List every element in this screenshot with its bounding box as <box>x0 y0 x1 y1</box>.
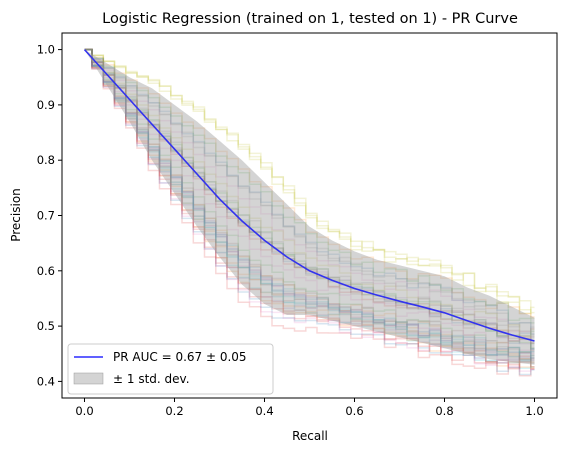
y-axis-label: Precision <box>9 188 23 242</box>
fold-curve <box>84 48 535 364</box>
fold-curve <box>84 48 535 364</box>
fold-curve <box>84 48 535 356</box>
fold-curve <box>84 48 535 368</box>
y-tick-label: 0.9 <box>37 98 55 112</box>
x-tick-label: 0.8 <box>435 404 453 418</box>
fold-curve <box>84 48 535 363</box>
fold-curve <box>84 48 535 333</box>
y-tick-label: 0.8 <box>37 153 55 167</box>
x-axis: 0.0 0.2 0.4 0.6 0.8 1.0 <box>75 398 544 418</box>
fold-curve <box>84 48 535 370</box>
fold-curve <box>84 48 535 368</box>
x-axis-label: Recall <box>292 429 328 443</box>
x-tick-label: 0.6 <box>345 404 363 418</box>
fold-curve <box>84 48 535 365</box>
legend-frame <box>67 343 274 395</box>
fold-curve <box>84 48 535 370</box>
fold-curve <box>84 48 535 332</box>
y-tick-label: 0.5 <box>37 319 55 333</box>
fold-curve <box>84 48 535 340</box>
mean-pr-curve <box>83 49 535 342</box>
fold-curve <box>84 48 535 336</box>
fold-curve <box>84 48 535 355</box>
fold-curve <box>84 48 535 319</box>
fold-curve <box>84 48 535 338</box>
x-tick-label: 0.4 <box>255 404 273 418</box>
fold-curve <box>84 48 535 369</box>
fold-curve <box>84 48 535 376</box>
fold-curve <box>84 48 535 377</box>
x-tick-label: 1.0 <box>525 404 543 418</box>
fold-curve <box>84 48 535 372</box>
x-tick-label: 0.2 <box>165 404 183 418</box>
legend: PR AUC = 0.67 ± 0.05 ± 1 std. dev. <box>67 343 274 395</box>
y-tick-label: 0.6 <box>37 264 55 278</box>
fold-curve <box>84 48 535 345</box>
fold-curve <box>84 48 535 339</box>
plot-area <box>83 48 535 377</box>
fold-curve <box>84 48 535 360</box>
chart-title: Logistic Regression (trained on 1, teste… <box>102 11 518 27</box>
legend-label-std: ± 1 std. dev. <box>113 372 190 386</box>
fold-curve <box>84 48 535 335</box>
fold-curve <box>84 48 535 362</box>
y-tick-label: 0.4 <box>37 374 55 388</box>
fold-curve <box>84 48 535 318</box>
fold-curve <box>84 48 535 358</box>
fold-curve <box>84 48 535 361</box>
y-tick-label: 1.0 <box>37 43 55 57</box>
x-tick-label: 0.0 <box>75 404 93 418</box>
y-axis: 0.4 0.5 0.6 0.7 0.8 0.9 1.0 <box>37 43 62 388</box>
legend-label-auc: PR AUC = 0.67 ± 0.05 <box>113 350 247 364</box>
fold-curve <box>84 48 535 354</box>
fold-curve <box>84 48 535 361</box>
fold-curve <box>84 48 535 370</box>
fold-curve <box>84 48 535 314</box>
fold-curve <box>84 48 535 364</box>
fold-curve <box>84 48 535 314</box>
y-tick-label: 0.7 <box>37 209 55 223</box>
legend-swatch-band <box>73 372 104 385</box>
fold-curve <box>84 48 535 324</box>
std-dev-band <box>84 49 535 365</box>
